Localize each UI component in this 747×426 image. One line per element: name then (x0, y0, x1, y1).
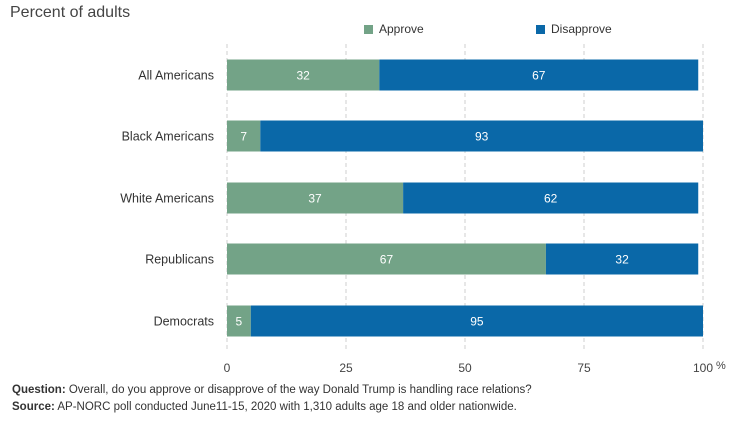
x-tick-label: 50 (458, 361, 472, 375)
source-label: Source: (12, 401, 55, 413)
chart-category-labels: All Americans Black Americans White Americ… (120, 69, 214, 329)
chart-x-axis: 0 25 50 75 100% (224, 360, 726, 375)
legend-label-disapprove: Disapprove (551, 22, 612, 36)
category-label: Democrats (154, 315, 214, 329)
bar-value-label: 67 (532, 69, 546, 83)
bar-value-label: 62 (544, 192, 558, 206)
bar-value-label: 5 (236, 315, 243, 329)
chart-footer: Question: Overall, do you approve or dis… (12, 382, 742, 416)
category-label: All Americans (138, 69, 214, 83)
question-text: Overall, do you approve or disapprove of… (65, 384, 532, 396)
chart-grid (226, 44, 704, 350)
bar-disapprove-0 (379, 59, 699, 91)
bar-approve-2 (227, 182, 404, 214)
bar-value-label: 32 (296, 69, 310, 83)
bar-approve-0 (227, 59, 380, 91)
legend-label-approve: Approve (379, 22, 424, 36)
source-text: AP-NORC poll conducted June11-15, 2020 w… (54, 401, 517, 413)
bar-disapprove-1 (260, 120, 703, 152)
bar-value-label: 95 (470, 315, 484, 329)
bar-approve-3 (227, 243, 546, 275)
x-tick-label: 25 (339, 361, 353, 375)
legend-swatch-disapprove (536, 24, 545, 34)
chart-bars: 32 67 7 93 37 62 67 32 5 95 (227, 59, 704, 337)
legend-swatch-approve (364, 24, 373, 34)
category-label: Black Americans (122, 130, 214, 144)
bar-approve-1 (227, 120, 261, 152)
x-tick-label: 75 (577, 361, 591, 375)
category-label: White Americans (120, 192, 214, 206)
bar-approve-4 (227, 305, 251, 337)
bar-value-label: 32 (615, 253, 629, 267)
chart-legend: Approve Disapprove (0, 22, 747, 38)
bar-value-label: 7 (240, 130, 247, 144)
bar-value-label: 37 (308, 192, 322, 206)
stacked-bar-chart: 32 67 7 93 37 62 67 32 5 95 All Americans Black Am… (120, 44, 726, 375)
x-tick-label: 0 (224, 361, 231, 375)
category-label: Republicans (145, 253, 214, 267)
bar-value-label: 93 (475, 130, 489, 144)
bar-value-label: 67 (380, 253, 394, 267)
bar-disapprove-3 (545, 243, 699, 275)
bar-disapprove-2 (403, 182, 699, 214)
legend-item-approve: Approve (364, 22, 424, 36)
x-tick-label: 100 (693, 361, 713, 375)
chart-subtitle: Percent of adults (10, 4, 131, 21)
bar-disapprove-4 (250, 305, 704, 337)
legend-item-disapprove: Disapprove (536, 22, 612, 36)
question-label: Question: (12, 384, 66, 396)
x-axis-unit: % (716, 360, 726, 372)
source-note: Source: AP-NORC poll conducted June11-15… (12, 399, 742, 416)
question-note: Question: Overall, do you approve or dis… (12, 382, 742, 399)
